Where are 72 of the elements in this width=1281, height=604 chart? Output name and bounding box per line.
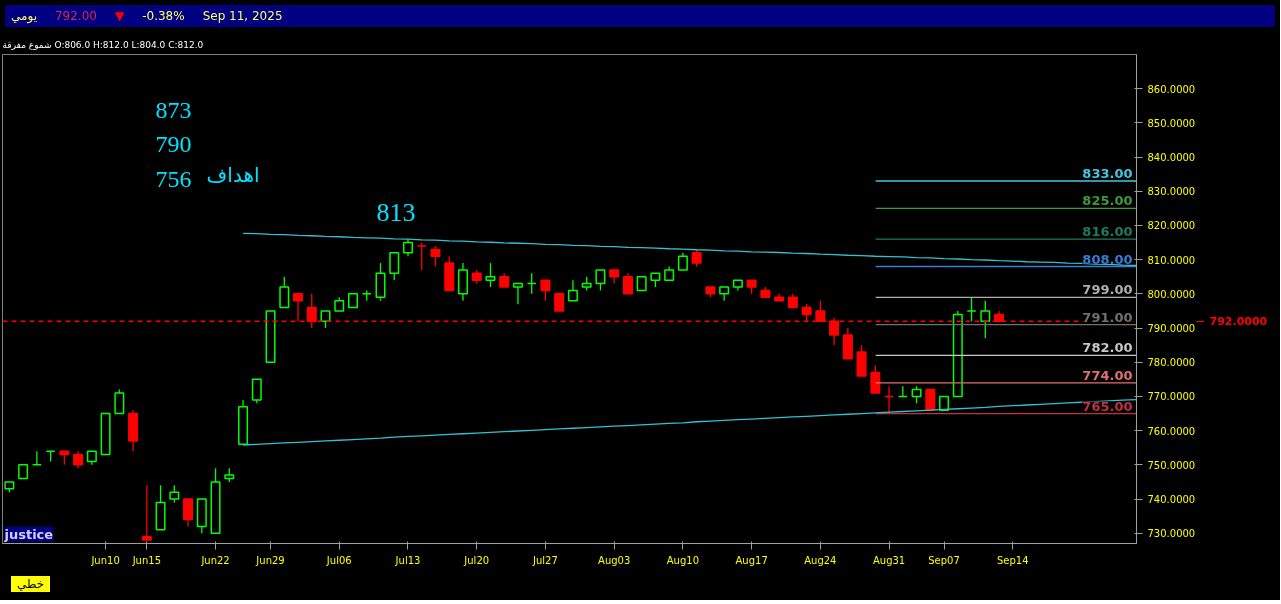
x-tick-label: Jun15	[131, 554, 162, 566]
y-tick-label: 780.0000	[1147, 357, 1196, 369]
y-tick-label: 810.0000	[1147, 254, 1196, 266]
y-tick-label: 790.0000	[1147, 323, 1196, 335]
candlestick	[141, 484, 152, 541]
x-tick-label: Jun10	[90, 554, 120, 566]
y-tick-label: 800.0000	[1147, 288, 1196, 300]
annotation: اهداف	[206, 162, 260, 187]
candlestick	[856, 344, 867, 377]
candlestick	[375, 262, 386, 302]
ref-line-label: 799.00	[1082, 282, 1133, 298]
x-tick-label: Aug31	[872, 554, 906, 566]
ref-line-label: 765.00	[1082, 398, 1133, 414]
text: Sep 11, 2025	[202, 9, 283, 23]
candlestick	[842, 327, 853, 360]
candlestick	[430, 245, 441, 268]
candlestick	[279, 276, 290, 309]
annotation: 873	[155, 97, 192, 124]
x-tick-label: Jul20	[463, 554, 490, 566]
candlestick	[293, 293, 304, 322]
x-tick-label: Aug24	[804, 554, 837, 566]
annotation: 790	[155, 131, 192, 158]
annotation: 813	[376, 197, 416, 227]
ref-line-label: 825.00	[1082, 193, 1133, 209]
candlestick	[870, 365, 881, 394]
candlestick	[595, 269, 606, 292]
candlestick	[485, 262, 496, 288]
ref-line-label: 833.00	[1082, 166, 1133, 182]
text: 792.00	[54, 9, 97, 23]
y-tick-label: 850.0000	[1147, 117, 1196, 129]
x-tick-label: Sep07	[928, 554, 960, 566]
ref-line-label: 791.00	[1082, 309, 1133, 325]
candlestick	[567, 279, 578, 302]
ref-line-label: 774.00	[1082, 367, 1133, 383]
annotation: justice	[3, 526, 54, 542]
y-tick-label: 820.0000	[1147, 220, 1196, 232]
y-tick-label: 760.0000	[1147, 425, 1196, 437]
y-tick-label: 860.0000	[1147, 83, 1196, 95]
chart-title: يومي	[11, 9, 37, 23]
y-tick-label: 730.0000	[1147, 528, 1196, 540]
x-tick-label: Sep14	[997, 554, 1029, 566]
chart-subtitle: شموع مفرقة O:806.0 H:812.0 L:804.0 C:812.0	[2, 39, 204, 50]
ref-line-label: 816.00	[1082, 224, 1133, 240]
annotation: 756	[155, 165, 192, 192]
x-tick-label: Aug10	[666, 554, 700, 566]
y-tick-label: 840.0000	[1147, 152, 1196, 164]
x-tick-label: Jul27	[532, 554, 558, 566]
candlestick	[980, 300, 991, 339]
text: -0.38%	[142, 9, 185, 23]
ref-line-label: 782.00	[1082, 340, 1133, 356]
x-tick-label: Aug17	[735, 554, 768, 566]
ref-line-label: 792.0000	[1209, 315, 1268, 329]
y-tick-label: 770.0000	[1147, 391, 1196, 403]
text: ▼	[114, 9, 125, 23]
candlestick	[114, 388, 125, 415]
candlestick	[457, 262, 468, 302]
candlestick	[622, 272, 633, 295]
x-tick-label: Jun22	[200, 554, 230, 566]
candlestick	[540, 279, 551, 302]
x-tick-label: Jun29	[255, 554, 285, 566]
text: خطي	[11, 576, 51, 592]
y-tick-label: 750.0000	[1147, 459, 1196, 471]
candlestick	[389, 252, 400, 281]
candlestick	[251, 378, 262, 404]
y-tick-label: 830.0000	[1147, 186, 1196, 198]
x-tick-label: Aug03	[598, 554, 631, 566]
y-tick-label: 740.0000	[1147, 494, 1196, 506]
ref-line-label: 808.00	[1082, 251, 1133, 267]
candlestick	[183, 498, 194, 528]
candlestick	[512, 282, 523, 305]
x-tick-label: Jul13	[394, 554, 421, 566]
x-tick-label: Jul06	[325, 554, 352, 566]
